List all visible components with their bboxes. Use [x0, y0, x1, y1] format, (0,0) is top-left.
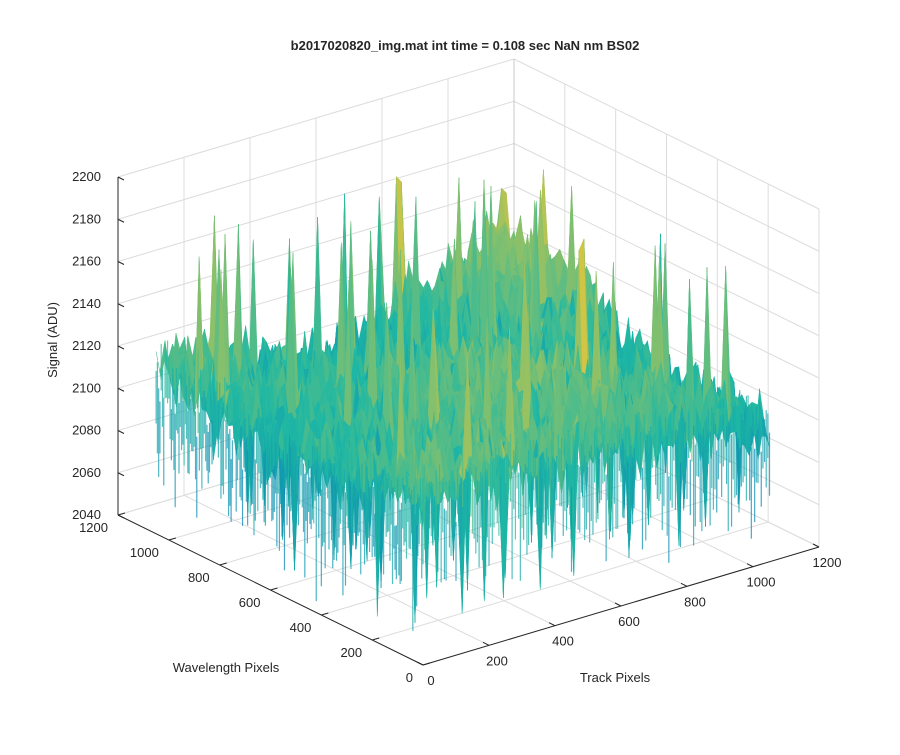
surface-layer [156, 170, 769, 631]
floor-gridline [372, 522, 768, 640]
